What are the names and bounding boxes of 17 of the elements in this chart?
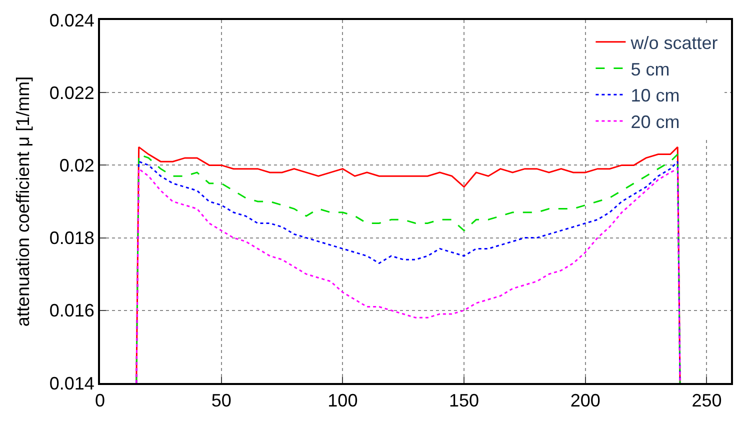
legend-label: 10 cm [630,86,680,106]
y-tick-label: 0.02 [59,156,94,176]
y-tick-label: 0.016 [49,300,94,321]
y-tick-label: 0.022 [49,82,94,103]
x-tick-label: 100 [328,390,358,411]
legend-label: 5 cm [630,59,670,80]
x-tick-label: 200 [570,390,600,411]
x-tick-label: 150 [449,390,480,411]
x-tick-label: 250 [692,390,722,411]
y-tick-label: 0.018 [49,228,94,248]
legend-label: 20 cm [630,112,680,132]
y-tick-label: 0.014 [49,373,94,394]
y-axis-title: attenuation coefficient μ [1/mm] [13,76,34,327]
x-tick-label: 0 [94,390,106,411]
legend-label: w/o scatter [630,32,718,53]
y-tick-label: 0.024 [49,10,94,30]
x-tick-label: 50 [211,390,232,411]
